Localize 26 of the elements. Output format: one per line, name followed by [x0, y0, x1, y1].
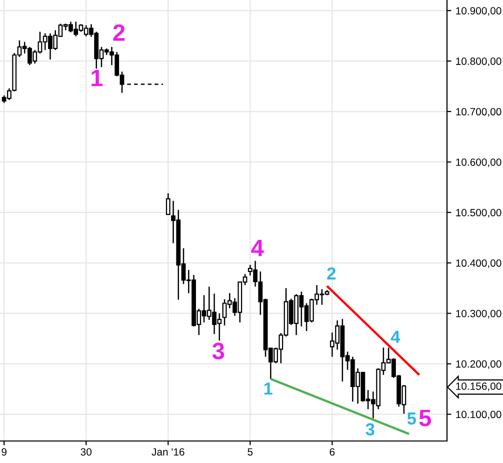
x-tick-label: 6: [330, 448, 335, 456]
y-tick-label: 10.600,00: [456, 158, 502, 168]
candlestick: [166, 192, 170, 216]
y-tick-label: 10.100,00: [456, 410, 502, 420]
x-tick-label: 5: [248, 448, 253, 456]
annotation: 5: [419, 410, 432, 426]
annotation: 2: [327, 267, 336, 280]
y-tick-label: 10.700,00: [456, 108, 502, 117]
y-tick-label: 10.800,00: [456, 58, 502, 66]
annotation: 1: [92, 70, 103, 86]
x-tick-label: Jan '16: [152, 448, 184, 456]
annotation: 1: [264, 382, 272, 395]
x-tick-label: 30: [80, 448, 92, 456]
y-tick-label: 10.500,00: [456, 208, 502, 218]
x-tick-label: 9: [2, 448, 7, 456]
y-tick-label: 10.156,00: [456, 382, 502, 392]
y-tick-label: 10.200,00: [456, 360, 502, 369]
annotation: 5: [407, 412, 416, 425]
annotation: 3: [212, 342, 224, 360]
annotation: 2: [113, 24, 125, 41]
annotation: 4: [251, 240, 264, 256]
y-tick-label: 10.400,00: [456, 259, 502, 268]
annotation: 4: [390, 330, 400, 343]
y-tick-label: 10.900,00: [456, 7, 502, 16]
y-tick-label: 10.300,00: [456, 310, 502, 318]
annotation: 3: [366, 423, 374, 436]
